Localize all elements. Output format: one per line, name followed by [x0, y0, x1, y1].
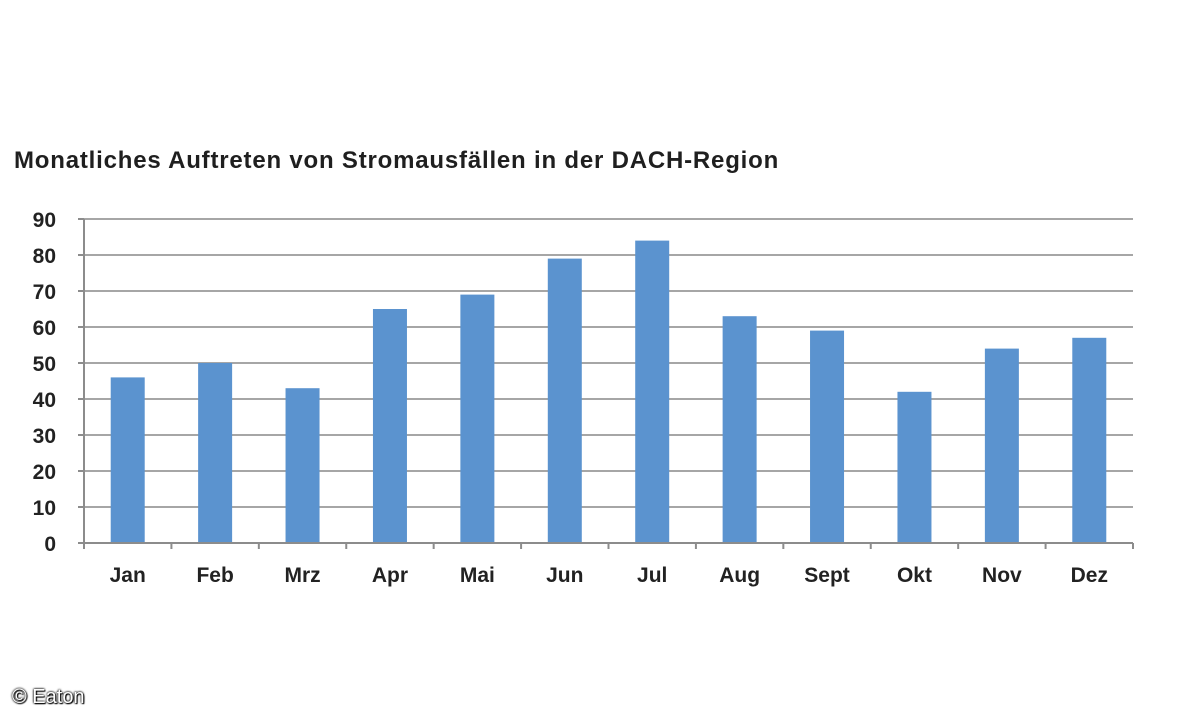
- y-tick-label: 80: [33, 245, 56, 268]
- chart-title: Monatliches Auftreten von Stromausfällen…: [14, 147, 780, 174]
- y-tick-label: 10: [33, 497, 56, 520]
- bar-nov: [984, 348, 1019, 543]
- x-tick-label: Feb: [196, 564, 233, 587]
- x-tick-label: Aug: [719, 564, 760, 587]
- y-tick-label: 20: [33, 461, 56, 484]
- y-tick-label: 90: [33, 209, 56, 232]
- bar-sept: [810, 330, 845, 543]
- x-tick-label: Apr: [372, 564, 408, 587]
- x-tick-label: Mrz: [284, 564, 320, 587]
- bar-jul: [635, 240, 670, 543]
- y-tick-label: 60: [33, 317, 56, 340]
- bar-apr: [372, 309, 407, 543]
- bar-jan: [110, 377, 145, 543]
- axes: [78, 218, 1134, 549]
- y-tick-label: 40: [33, 389, 56, 412]
- bar-mrz: [285, 388, 320, 543]
- gridlines: [84, 218, 1133, 508]
- x-tick-label: Dez: [1071, 564, 1108, 587]
- y-tick-label: 30: [33, 425, 56, 448]
- copyright-credit: © Eaton: [12, 686, 85, 708]
- bar-mai: [460, 294, 495, 543]
- bar-jun: [547, 258, 582, 543]
- bar-aug: [722, 316, 757, 543]
- bar-feb: [198, 363, 233, 543]
- x-tick-label: Mai: [460, 564, 495, 587]
- x-tick-label: Sept: [804, 564, 850, 587]
- x-tick-label: Nov: [982, 564, 1022, 587]
- x-tick-label: Okt: [897, 564, 932, 587]
- bars: [110, 240, 1107, 543]
- x-tick-label: Jun: [546, 564, 583, 587]
- y-tick-label: 0: [44, 533, 56, 556]
- x-tick-label: Jan: [110, 564, 146, 587]
- x-tick-label: Jul: [637, 564, 667, 587]
- y-tick-labels: 0 10 20 30 40 50 60 70 80 90: [33, 209, 56, 556]
- bar-okt: [897, 391, 932, 543]
- x-tick-labels: Jan Feb Mrz Apr Mai Jun Jul Aug Sept Okt Nov Dez: [110, 564, 1108, 587]
- y-tick-label: 70: [33, 281, 56, 304]
- bar-dez: [1072, 337, 1107, 543]
- y-tick-label: 50: [33, 353, 56, 376]
